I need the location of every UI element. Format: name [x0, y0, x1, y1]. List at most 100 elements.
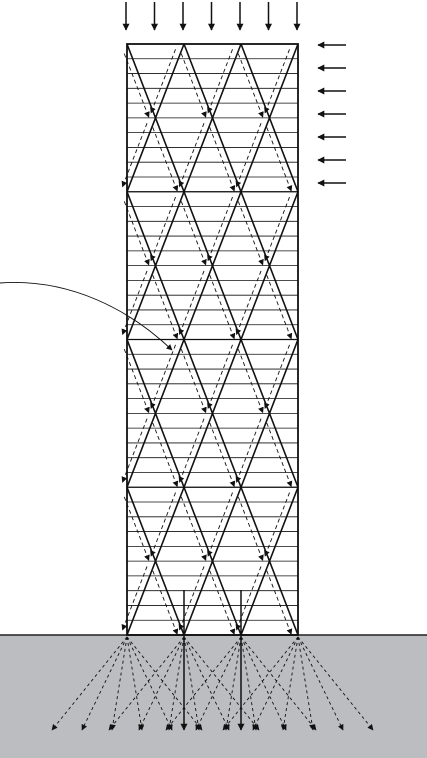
force-flow-arrow	[150, 344, 176, 409]
diagrid-member	[154, 413, 185, 488]
force-flow-arrow	[235, 270, 262, 336]
force-flow-arrow	[152, 127, 179, 192]
foundation-dashed-arrow	[240, 636, 287, 731]
force-flow-arrow	[123, 53, 150, 118]
diagrid-member	[126, 191, 157, 266]
force-flow-arrow	[266, 275, 293, 340]
foundation-dashed-arrow	[240, 636, 317, 731]
force-flow-arrow	[264, 344, 290, 409]
diagrid-member	[211, 339, 242, 414]
foundation-dashed-arrow	[126, 636, 145, 731]
diagrid-member	[268, 413, 299, 488]
diagrid-member	[240, 117, 271, 193]
diagrid-member	[126, 117, 157, 193]
force-flow-arrow	[178, 418, 205, 483]
lateral-load-arrows	[317, 41, 346, 187]
force-flow-arrow	[237, 496, 264, 562]
diagrid-member	[268, 191, 299, 266]
force-flow-arrow	[152, 422, 179, 488]
diagrid-member	[183, 560, 214, 636]
diagrid-member	[183, 339, 214, 414]
foundation-dashed-arrow	[126, 636, 203, 731]
diagrid-member	[211, 117, 242, 193]
diagrid-member	[183, 486, 214, 562]
force-flow-arrow	[235, 123, 262, 188]
foundation-dashed-arrow	[280, 636, 299, 731]
foundation-dashed-arrow	[223, 636, 242, 731]
diagrid-member	[240, 486, 271, 562]
diagrid-member	[268, 43, 299, 119]
foundation-dashed-arrow	[222, 636, 299, 731]
force-flow-arrow	[207, 49, 233, 114]
force-flow-arrow	[209, 570, 236, 635]
force-flow-arrow	[237, 53, 264, 118]
force-flow-arrow	[123, 496, 150, 562]
foundation-dashed-arrow	[183, 636, 230, 731]
callout-leader	[0, 282, 173, 351]
force-flow-arrow	[264, 49, 290, 114]
diagrid-member	[240, 413, 271, 488]
force-flow-arrow	[237, 201, 264, 266]
diagrid-member	[126, 486, 157, 562]
force-flow-arrow	[264, 492, 290, 557]
force-flow-arrow	[180, 53, 207, 118]
foundation-dashed-arrow	[297, 636, 374, 731]
force-flow-arrow	[264, 196, 290, 262]
diagrid-member	[240, 43, 271, 119]
diagrid-member	[154, 339, 185, 414]
diagrid-member	[183, 191, 214, 266]
force-flow-arrow	[180, 201, 207, 266]
force-flow-arrow	[150, 49, 176, 114]
diagrid-member	[211, 265, 242, 340]
foundation-dashed-arrow	[109, 636, 128, 731]
diagrid-member	[183, 117, 214, 193]
foundation-dashed-arrow	[240, 636, 259, 731]
diagrid-member	[154, 560, 185, 636]
diagrid-member	[240, 339, 271, 414]
diagrid-member	[240, 265, 271, 340]
diagrid-member	[154, 43, 185, 119]
force-flow-arrow	[237, 348, 264, 414]
force-flow-arrow	[207, 344, 233, 409]
diagonal-force-arrows	[121, 49, 293, 635]
diagrid-member	[126, 413, 157, 488]
force-flow-arrow	[180, 496, 207, 562]
foundation-dashed-arrow	[126, 636, 173, 731]
foundation-dashed-arrow	[297, 636, 316, 731]
foundation-dashed-arrow	[252, 636, 299, 731]
foundation-load-paths	[51, 590, 374, 731]
diagrid-member	[183, 43, 214, 119]
diagrid-member	[268, 117, 299, 193]
diagrid-member	[240, 560, 271, 636]
tower-outline	[126, 43, 299, 636]
foundation-dashed-arrow	[183, 636, 260, 731]
force-flow-arrow	[152, 570, 179, 635]
force-flow-arrow	[180, 348, 207, 414]
diagrid-member	[154, 265, 185, 340]
diagrid-member	[268, 486, 299, 562]
diagrid-member	[126, 43, 157, 119]
force-flow-arrow	[207, 196, 233, 262]
diagrid-member	[154, 191, 185, 266]
foundation-dashed-arrow	[166, 636, 185, 731]
diagrid-members	[126, 43, 299, 636]
foundation-dashed-arrow	[108, 636, 185, 731]
diagrid-member	[211, 191, 242, 266]
force-flow-arrow	[152, 275, 179, 340]
force-flow-arrow	[150, 492, 176, 557]
force-flow-arrow	[207, 492, 233, 557]
diagrid-member	[211, 486, 242, 562]
ground	[0, 635, 427, 758]
diagrid-member	[211, 560, 242, 636]
diagrid-member	[240, 191, 271, 266]
force-flow-arrow	[123, 201, 150, 266]
diagrid-member	[126, 339, 157, 414]
force-flow-arrow	[266, 127, 293, 192]
foundation-dashed-arrow	[138, 636, 185, 731]
force-flow-arrow	[209, 275, 236, 340]
foundation-dashed-arrow	[195, 636, 242, 731]
diagrid-member	[183, 413, 214, 488]
foundation-dashed-arrow	[165, 636, 242, 731]
